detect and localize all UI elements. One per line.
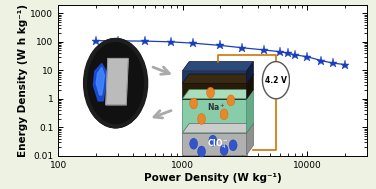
Polygon shape bbox=[182, 124, 253, 133]
Circle shape bbox=[220, 109, 228, 120]
Circle shape bbox=[220, 145, 228, 155]
Bar bbox=[182, 83, 247, 99]
Circle shape bbox=[190, 138, 198, 149]
Circle shape bbox=[197, 146, 205, 157]
Polygon shape bbox=[96, 67, 105, 95]
Bar bbox=[182, 99, 247, 133]
Bar bbox=[182, 71, 247, 83]
Circle shape bbox=[206, 87, 214, 98]
Polygon shape bbox=[247, 124, 253, 155]
Polygon shape bbox=[93, 64, 107, 101]
Polygon shape bbox=[247, 90, 253, 133]
Polygon shape bbox=[106, 59, 128, 105]
Circle shape bbox=[83, 38, 148, 128]
Text: 4.2 V: 4.2 V bbox=[265, 76, 287, 85]
Polygon shape bbox=[182, 90, 253, 99]
Bar bbox=[182, 133, 247, 155]
Text: Na$^+$: Na$^+$ bbox=[208, 101, 226, 113]
Circle shape bbox=[209, 135, 217, 146]
Polygon shape bbox=[247, 62, 253, 83]
Circle shape bbox=[229, 140, 237, 151]
Circle shape bbox=[262, 62, 290, 99]
Circle shape bbox=[190, 98, 198, 109]
Circle shape bbox=[227, 95, 235, 106]
X-axis label: Power Density (W kg⁻¹): Power Density (W kg⁻¹) bbox=[144, 173, 281, 183]
Polygon shape bbox=[247, 74, 253, 99]
Y-axis label: Energy Density (W h kg⁻¹): Energy Density (W h kg⁻¹) bbox=[18, 4, 28, 157]
Text: ClO$_4^-$: ClO$_4^-$ bbox=[207, 137, 229, 150]
Polygon shape bbox=[182, 62, 253, 71]
Circle shape bbox=[197, 114, 205, 124]
Polygon shape bbox=[182, 74, 253, 83]
